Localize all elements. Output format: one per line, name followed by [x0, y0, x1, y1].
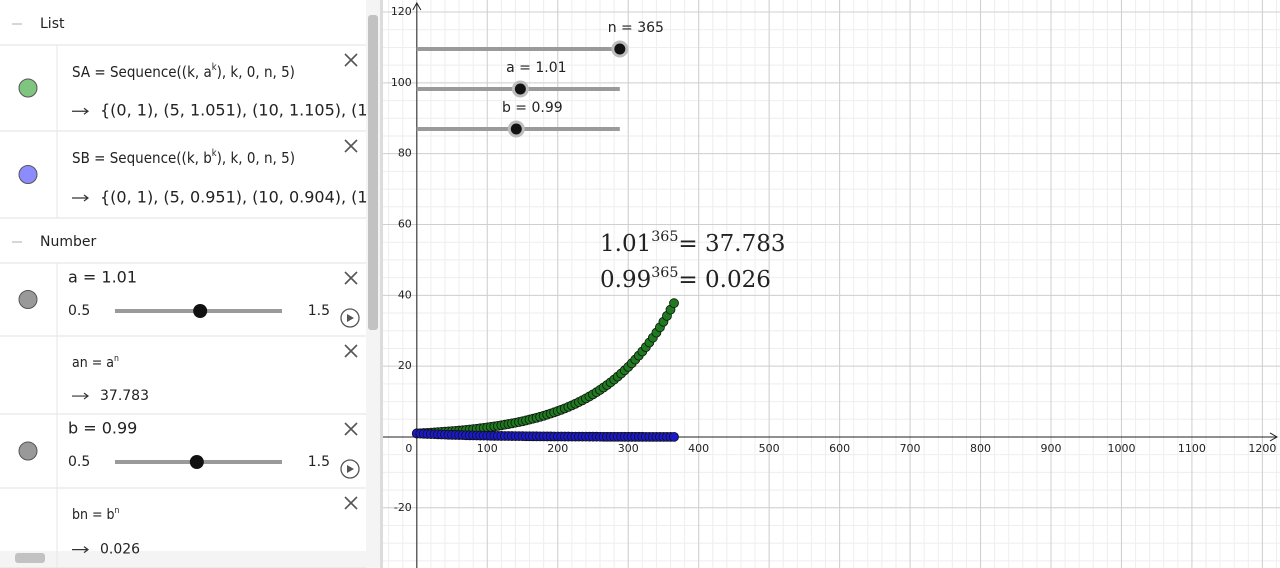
output: {(0, 1), (5, 0.951), (10, 0.904), (15 [100, 187, 378, 206]
h-scrollbar-thumb[interactable] [15, 553, 45, 563]
definition: an = an [72, 354, 119, 371]
sequence-point [669, 298, 679, 309]
slider-min: 0.5 [68, 303, 90, 319]
slider-knob[interactable] [614, 43, 626, 55]
group-title: Number [40, 234, 96, 250]
text-part: 1.01 [600, 231, 651, 257]
visibility-toggle[interactable] [18, 78, 38, 98]
h-scrollbar-track [0, 551, 366, 568]
formula: 1.01365= 37.783 [600, 229, 785, 257]
delete-button[interactable] [344, 422, 358, 436]
output: {(0, 1), (5, 1.051), (10, 1.105), (15 [100, 101, 378, 120]
slider-knob[interactable] [193, 304, 208, 318]
result-arrow [72, 194, 89, 202]
y-tick-label: 20 [398, 359, 412, 372]
x-tick-label: 300 [618, 442, 639, 455]
definition: bn = bn [72, 506, 120, 523]
superscript: k [212, 148, 217, 159]
text-part: = 0.026 [678, 267, 770, 293]
x-tick-label: 500 [759, 442, 780, 455]
text-part: ), k, 0, n, 5) [217, 149, 295, 167]
output: 37.783 [100, 388, 149, 404]
play-icon [347, 314, 354, 322]
graphics-view: 0 100 200 300 400 500 600 700 800 900 1000 1100 1200… [383, 0, 1280, 568]
slider-label: n = 365 [608, 20, 664, 36]
formula: 0.99365= 0.026 [600, 265, 771, 293]
slider-knob[interactable] [514, 83, 526, 95]
x-tick-label: 0 [405, 442, 412, 455]
sequence-point [669, 431, 679, 442]
x-tick-label: 400 [688, 442, 709, 455]
slider-label: a = 1.01 [506, 60, 566, 76]
y-tick-label: 80 [398, 147, 412, 160]
definition: SB = Sequence((k, bk), k, 0, n, 5) [72, 148, 295, 167]
text-part: bn = b [72, 507, 115, 523]
delete-button[interactable] [344, 139, 358, 153]
x-tick-label: 1000 [1107, 442, 1135, 455]
superscript: k [212, 62, 217, 73]
result-arrow [72, 107, 89, 115]
slider-label: b = 0.99 [68, 419, 137, 438]
visibility-toggle[interactable] [18, 441, 38, 461]
superscript: n [115, 506, 120, 516]
x-tick-label: 900 [1040, 442, 1061, 455]
delete-button[interactable] [344, 344, 358, 358]
superscript: 365 [651, 265, 678, 281]
slider-label: a = 1.01 [68, 268, 137, 287]
y-tick-label: 120 [391, 5, 412, 18]
x-tick-label: 600 [829, 442, 850, 455]
text-part: SA = Sequence((k, a [72, 63, 212, 81]
text-part: = 37.783 [678, 231, 785, 257]
x-tick-label: 100 [477, 442, 498, 455]
y-axis-arrow [412, 1, 422, 11]
slider-label: b = 0.99 [502, 100, 563, 116]
y-tick-label: 100 [391, 76, 412, 89]
slider-max: 1.5 [308, 454, 330, 470]
definition: SA = Sequence((k, ak), k, 0, n, 5) [72, 62, 295, 81]
visibility-toggle[interactable] [18, 290, 38, 309]
group-title: List [40, 16, 65, 32]
y-tick-label: -20 [394, 501, 412, 514]
panel-divider [380, 0, 383, 568]
result-arrow [72, 392, 89, 400]
x-tick-label: 1200 [1248, 442, 1276, 455]
delete-button[interactable] [344, 271, 358, 285]
x-axis-arrow [1269, 432, 1279, 442]
delete-button[interactable] [344, 53, 358, 67]
superscript: n [114, 354, 119, 364]
x-tick-label: 200 [547, 442, 568, 455]
algebra-panel [0, 0, 380, 568]
text-part: 0.99 [600, 267, 651, 293]
scrollbar-thumb[interactable] [368, 15, 378, 330]
text-part: an = a [72, 355, 114, 371]
result-arrow [72, 546, 89, 554]
play-icon [347, 465, 354, 473]
text-part: ), k, 0, n, 5) [217, 63, 295, 81]
slider-min: 0.5 [68, 454, 90, 470]
slider-knob[interactable] [510, 123, 522, 135]
text-part: SB = Sequence((k, b [72, 149, 212, 167]
x-tick-label: 700 [900, 442, 921, 455]
visibility-toggle[interactable] [18, 165, 38, 184]
x-tick-label: 1100 [1178, 442, 1206, 455]
output: 0.026 [100, 542, 140, 558]
delete-button[interactable] [344, 496, 358, 510]
slider-max: 1.5 [308, 303, 330, 319]
y-tick-label: 40 [398, 288, 412, 301]
superscript: 365 [651, 229, 678, 245]
x-tick-label: 800 [970, 442, 991, 455]
y-tick-label: 60 [398, 218, 412, 231]
slider-knob[interactable] [189, 455, 204, 469]
